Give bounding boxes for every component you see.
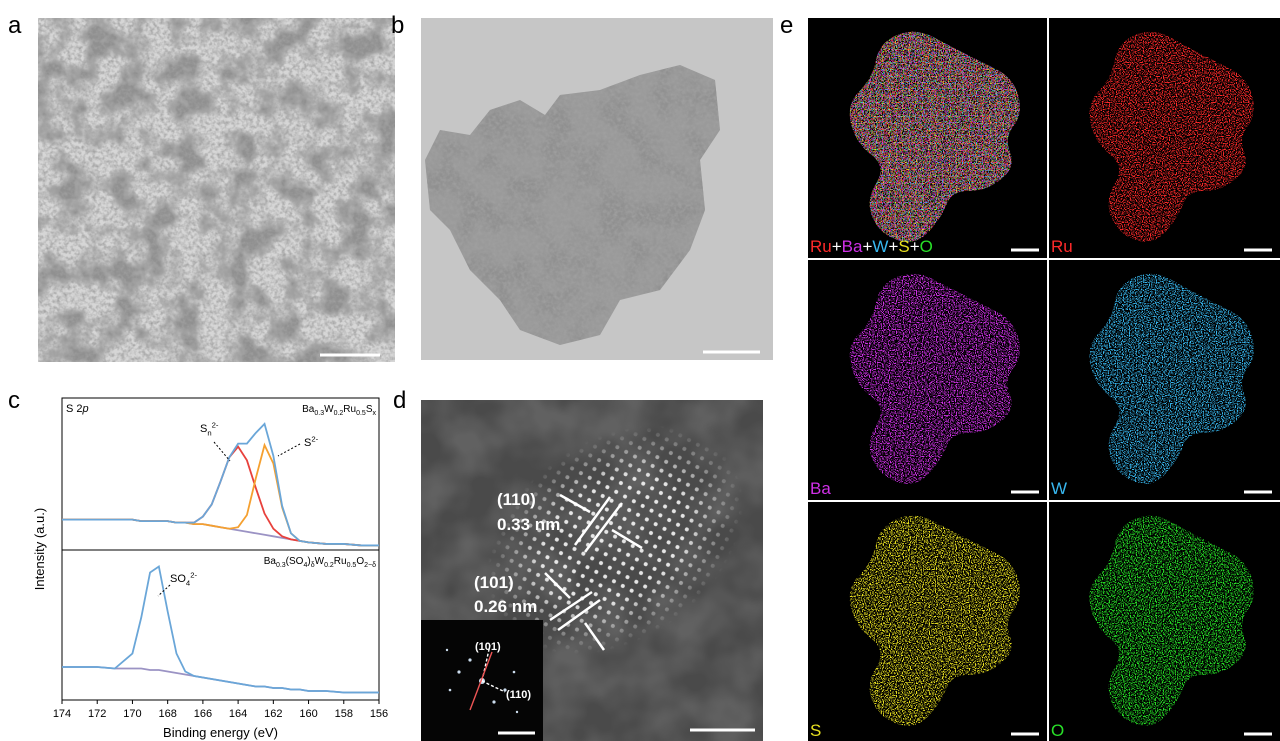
rich-label: Ba (810, 479, 831, 498)
plot-frame (62, 398, 379, 700)
label-part: S (898, 237, 909, 256)
x-tick-label: 164 (229, 708, 247, 720)
label-part: Ba (842, 237, 863, 256)
y-axis-label: Intensity (a.u.) (32, 508, 47, 590)
spacing-label: 0.26 nm (474, 597, 537, 616)
rich-label: Ru+Ba+W+S+O (810, 237, 933, 256)
x-tick-label: 160 (299, 708, 317, 720)
spot (457, 670, 460, 673)
fft-label: (110) (506, 689, 531, 701)
x-tick-label: 156 (370, 708, 388, 720)
label-part: W (1051, 479, 1067, 498)
label-part: 2- (311, 435, 318, 444)
fft-label: (101) (475, 641, 501, 653)
label-part: + (862, 237, 872, 256)
rich-label: Ru (1051, 237, 1073, 256)
rich-label: S2- (304, 435, 319, 449)
panel-label: c (8, 387, 20, 414)
rich-label: Ba0.3(SO4)δW0.2Ru0.5O2−δ (264, 556, 376, 569)
x-tick-label: 162 (264, 708, 282, 720)
rich-label: W (1051, 479, 1067, 498)
label-part: 2- (212, 421, 219, 430)
label-part: Ba (264, 556, 277, 567)
x-tick-label: 170 (123, 708, 141, 720)
label-part: x (373, 410, 377, 417)
rich-label: SO42- (170, 571, 197, 588)
x-tick-label: 166 (194, 708, 212, 720)
panel-label: d (393, 387, 406, 414)
label-part: S (200, 423, 207, 435)
spot (468, 658, 471, 661)
x-tick-label: 168 (158, 708, 176, 720)
xps-curve (62, 445, 379, 545)
label-part: W (872, 237, 888, 256)
label-part: 0.2 (324, 562, 334, 569)
x-axis-label: Binding energy (eV) (163, 725, 278, 740)
label-part: Ba (810, 479, 831, 498)
label-part: 0.2 (334, 410, 344, 417)
spot (449, 689, 452, 692)
rich-label: S 2p (66, 403, 89, 415)
label-part: Ru (1051, 237, 1073, 256)
x-tick-label: 172 (88, 708, 106, 720)
panel-label: b (391, 12, 404, 39)
label-part: 4 (186, 578, 191, 587)
label-part: (SO (286, 556, 304, 567)
label-part: 0.5 (347, 562, 357, 569)
annotation-arrow (214, 442, 230, 461)
label-part: SO (170, 573, 186, 585)
label-part: Ru (810, 237, 832, 256)
spot (513, 671, 516, 674)
xps-curve (62, 447, 379, 546)
label-part: O (920, 237, 933, 256)
label-part: p (82, 403, 89, 415)
label-part: Ba (302, 404, 315, 415)
tem-texture-a (38, 18, 395, 362)
label-part: 2- (190, 571, 197, 580)
label-part: S 2 (66, 403, 83, 415)
rich-label: Ba0.3W0.2Ru0.5Sx (302, 404, 376, 417)
xps-curve (62, 520, 379, 546)
spot (516, 711, 518, 713)
label-part: n (207, 428, 211, 437)
spot (446, 649, 448, 651)
rich-label: S (810, 721, 821, 740)
label-part: + (910, 237, 920, 256)
x-tick-label: 158 (335, 708, 353, 720)
panel-label: e (780, 12, 793, 39)
label-part: 2−δ (364, 562, 376, 569)
label-part: S (810, 721, 821, 740)
xps-curve (62, 567, 379, 693)
rich-label: Sn2- (200, 421, 219, 438)
figure: (110) 0.33 nm (101) 0.26 nm (101) (110) … (0, 0, 1280, 741)
label-part: O (1051, 721, 1064, 740)
plane-label: (101) (474, 573, 514, 592)
label-part: + (888, 237, 898, 256)
spacing-label: 0.33 nm (497, 515, 560, 534)
xps-chart: Intensity (a.u.) 174 172 170 168 166 164 162 160… (32, 403, 388, 740)
plane-label: (110) (497, 490, 536, 509)
x-tick-label: 174 (53, 708, 71, 720)
spot (492, 700, 495, 703)
label-part: 0.3 (314, 410, 324, 417)
label-part: Ru (334, 556, 347, 567)
panel-label: a (8, 12, 22, 39)
label-part: 0.5 (356, 410, 366, 417)
label-part: Ru (343, 404, 356, 415)
rich-label: O (1051, 721, 1064, 740)
label-part: + (832, 237, 842, 256)
label-part: S (304, 437, 311, 449)
annotation-arrow (278, 444, 300, 456)
label-part: 0.3 (276, 562, 286, 569)
